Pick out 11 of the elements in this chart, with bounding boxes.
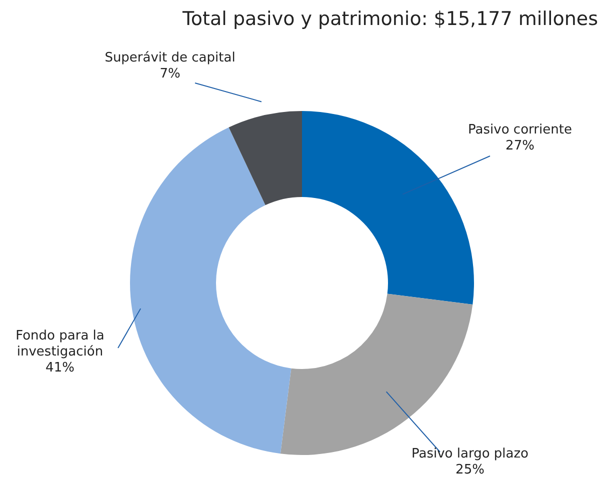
donut-slice — [228, 111, 302, 206]
data-label: 7% — [160, 66, 180, 82]
slice-label: Pasivo corriente — [468, 122, 572, 138]
slice-label: Fondo para la investigación — [16, 328, 104, 360]
slice-label: Superávit de capital — [104, 50, 236, 66]
data-label: 25% — [456, 462, 484, 478]
donut-slice — [130, 127, 292, 454]
data-label: 41% — [46, 360, 74, 376]
chart-title: Total pasivo y patrimonio: $15,177 millones — [182, 8, 598, 30]
data-label: 27% — [506, 138, 534, 154]
slice-label: Pasivo largo plazo — [411, 446, 529, 462]
